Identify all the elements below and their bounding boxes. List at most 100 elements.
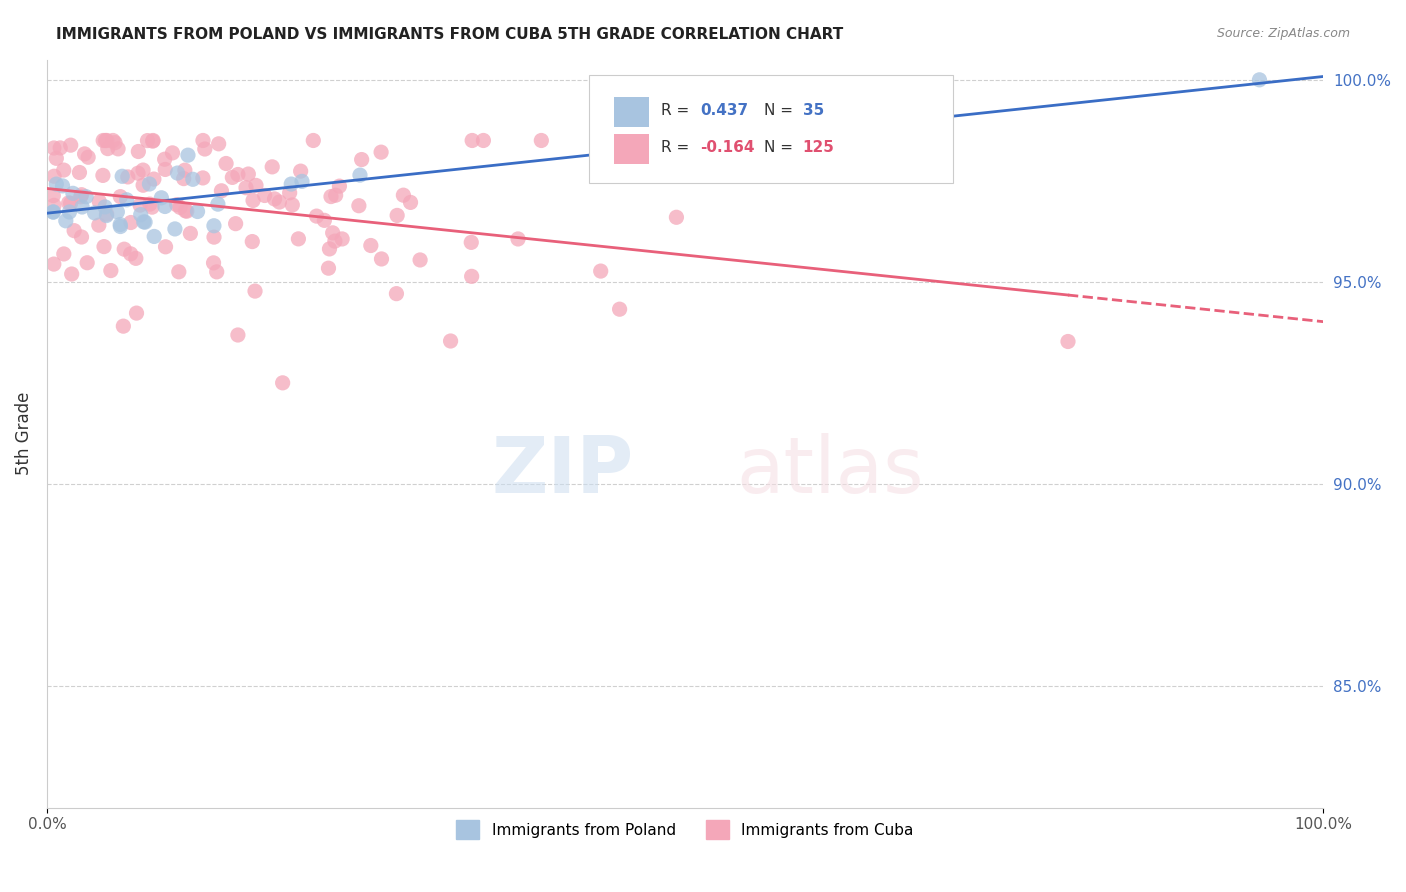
Point	[70, 187, 93, 202]
Point	[269, 194, 291, 209]
Point	[318, 261, 340, 276]
Point	[278, 186, 301, 200]
Point	[75, 190, 97, 204]
Point	[55, 214, 77, 228]
Point	[176, 204, 198, 219]
Point	[115, 193, 138, 207]
Point	[262, 160, 284, 174]
Text: R =: R =	[661, 103, 689, 118]
Point	[58, 205, 80, 219]
Point	[45, 177, 67, 191]
Legend: Immigrants from Poland, Immigrants from Cuba: Immigrants from Poland, Immigrants from …	[450, 814, 920, 845]
Point	[107, 142, 129, 156]
Point	[263, 192, 285, 206]
Point	[42, 205, 65, 219]
Point	[49, 141, 72, 155]
Point	[314, 213, 336, 227]
Point	[202, 219, 225, 233]
Text: Source: ZipAtlas.com: Source: ZipAtlas.com	[1216, 27, 1350, 40]
Point	[461, 133, 484, 147]
Point	[370, 252, 392, 266]
Point	[110, 189, 132, 203]
Point	[187, 204, 209, 219]
Point	[141, 200, 163, 214]
Point	[127, 145, 149, 159]
Point	[194, 142, 217, 156]
Point	[111, 169, 134, 184]
Point	[94, 133, 117, 147]
Point	[271, 376, 294, 390]
Point	[97, 142, 120, 156]
Text: 0.437: 0.437	[700, 103, 748, 118]
Point	[319, 189, 342, 203]
Point	[330, 232, 353, 246]
Point	[191, 133, 214, 147]
Point	[166, 197, 188, 211]
Point	[150, 191, 173, 205]
Point	[70, 200, 93, 214]
Point	[208, 136, 231, 151]
Point	[1249, 72, 1271, 87]
Point	[125, 252, 148, 266]
Point	[385, 286, 408, 301]
Point	[77, 150, 100, 164]
Point	[51, 178, 73, 193]
Point	[460, 269, 482, 284]
Point	[120, 215, 142, 229]
Point	[142, 134, 165, 148]
Point	[91, 133, 114, 147]
Point	[191, 170, 214, 185]
Point	[104, 136, 127, 150]
Text: ZIP: ZIP	[492, 434, 634, 509]
FancyBboxPatch shape	[613, 97, 650, 127]
Point	[142, 172, 165, 186]
Point	[100, 263, 122, 277]
Point	[163, 222, 186, 236]
Point	[142, 133, 165, 147]
Point	[290, 164, 312, 178]
Point	[173, 163, 195, 178]
Point	[472, 133, 495, 147]
Point	[76, 256, 98, 270]
Point	[96, 207, 118, 221]
Point	[63, 224, 86, 238]
Point	[155, 240, 177, 254]
Point	[139, 197, 162, 211]
FancyBboxPatch shape	[613, 135, 650, 164]
Point	[42, 169, 65, 184]
Point	[129, 198, 152, 212]
Point	[112, 319, 135, 334]
Point	[240, 235, 263, 249]
Point	[350, 153, 373, 167]
Point	[173, 171, 195, 186]
Point	[87, 218, 110, 232]
Point	[287, 232, 309, 246]
Point	[117, 169, 139, 184]
Point	[93, 239, 115, 253]
Point	[460, 235, 482, 250]
Point	[281, 198, 304, 212]
Point	[665, 211, 688, 225]
Point	[221, 170, 243, 185]
Text: IMMIGRANTS FROM POLAND VS IMMIGRANTS FROM CUBA 5TH GRADE CORRELATION CHART: IMMIGRANTS FROM POLAND VS IMMIGRANTS FRO…	[56, 27, 844, 42]
Point	[349, 168, 371, 182]
Text: -0.164: -0.164	[700, 140, 755, 155]
Point	[60, 267, 83, 281]
Point	[242, 194, 264, 208]
Point	[91, 169, 114, 183]
Point	[302, 133, 325, 147]
Point	[226, 168, 249, 182]
Point	[42, 257, 65, 271]
Point	[370, 145, 392, 160]
Point	[226, 328, 249, 343]
Point	[108, 218, 131, 232]
Point	[385, 209, 408, 223]
Point	[129, 208, 152, 222]
Point	[609, 302, 631, 317]
Point	[243, 284, 266, 298]
Point	[169, 200, 191, 214]
Point	[207, 197, 229, 211]
Point	[305, 209, 328, 223]
Text: 35: 35	[803, 103, 824, 118]
Point	[238, 167, 260, 181]
